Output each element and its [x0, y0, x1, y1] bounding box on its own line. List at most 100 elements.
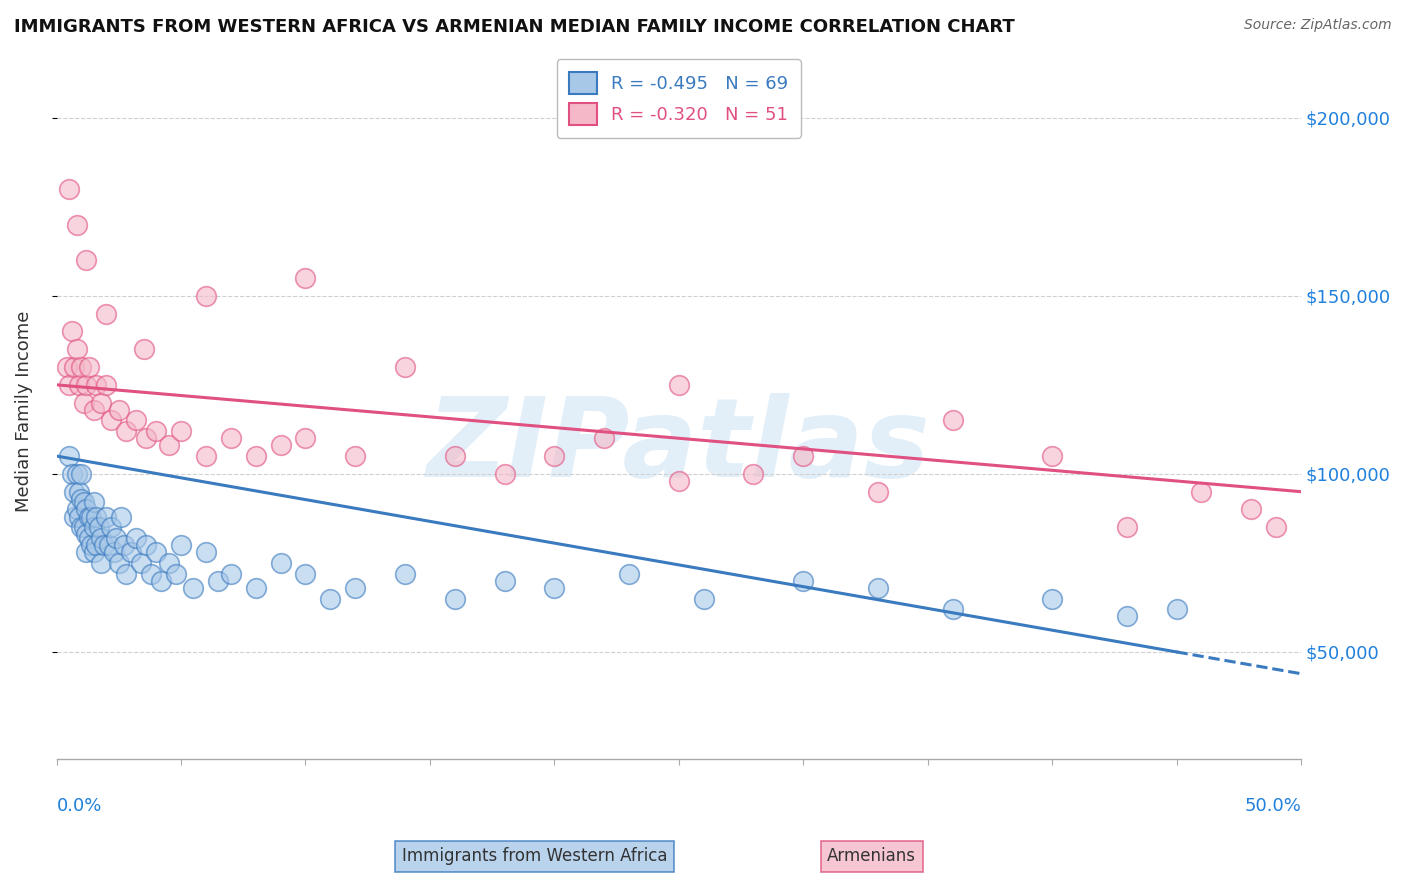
Point — [58, 377, 80, 392]
Point — [83, 402, 105, 417]
Point — [494, 574, 516, 588]
Point — [67, 484, 90, 499]
Point — [86, 509, 108, 524]
Point — [115, 424, 138, 438]
Point — [58, 182, 80, 196]
Point — [103, 545, 125, 559]
Point — [108, 556, 131, 570]
Point — [207, 574, 229, 588]
Point — [170, 538, 193, 552]
Point — [245, 581, 267, 595]
Point — [668, 377, 690, 392]
Point — [58, 449, 80, 463]
Point — [394, 566, 416, 581]
Point — [115, 566, 138, 581]
Point — [87, 520, 110, 534]
Point — [135, 431, 157, 445]
Point — [97, 538, 120, 552]
Point — [443, 449, 465, 463]
Point — [792, 449, 814, 463]
Text: ZIPatlas: ZIPatlas — [427, 392, 931, 500]
Point — [219, 566, 242, 581]
Point — [1191, 484, 1213, 499]
Point — [83, 495, 105, 509]
Point — [543, 449, 565, 463]
Point — [165, 566, 187, 581]
Point — [668, 474, 690, 488]
Point — [73, 520, 96, 534]
Point — [443, 591, 465, 606]
Point — [1265, 520, 1288, 534]
Point — [120, 545, 142, 559]
Point — [65, 218, 87, 232]
Point — [319, 591, 342, 606]
Point — [76, 527, 98, 541]
Point — [270, 438, 292, 452]
Point — [942, 602, 965, 616]
Point — [125, 413, 148, 427]
Point — [96, 307, 118, 321]
Point — [76, 377, 98, 392]
Point — [270, 556, 292, 570]
Point — [219, 431, 242, 445]
Point — [294, 566, 316, 581]
Point — [132, 343, 155, 357]
Point — [96, 509, 118, 524]
Point — [194, 289, 217, 303]
Point — [70, 467, 93, 481]
Text: Immigrants from Western Africa: Immigrants from Western Africa — [402, 847, 666, 865]
Point — [63, 509, 86, 524]
Point — [63, 359, 86, 374]
Point — [73, 495, 96, 509]
Point — [866, 484, 889, 499]
Point — [135, 538, 157, 552]
Point — [543, 581, 565, 595]
Point — [70, 491, 93, 506]
Point — [63, 484, 86, 499]
Point — [742, 467, 765, 481]
Point — [76, 253, 98, 268]
Point — [150, 574, 173, 588]
Point — [157, 438, 180, 452]
Point — [145, 545, 167, 559]
Point — [67, 377, 90, 392]
Point — [344, 449, 367, 463]
Point — [65, 502, 87, 516]
Point — [65, 343, 87, 357]
Point — [141, 566, 163, 581]
Point — [76, 545, 98, 559]
Point — [70, 359, 93, 374]
Point — [80, 538, 103, 552]
Point — [1115, 520, 1137, 534]
Point — [90, 531, 112, 545]
Point — [1040, 449, 1063, 463]
Point — [90, 556, 112, 570]
Y-axis label: Median Family Income: Median Family Income — [15, 310, 32, 512]
Point — [194, 449, 217, 463]
Point — [90, 395, 112, 409]
Point — [157, 556, 180, 570]
Point — [83, 545, 105, 559]
Point — [1240, 502, 1263, 516]
Text: IMMIGRANTS FROM WESTERN AFRICA VS ARMENIAN MEDIAN FAMILY INCOME CORRELATION CHAR: IMMIGRANTS FROM WESTERN AFRICA VS ARMENI… — [14, 18, 1015, 36]
Point — [1115, 609, 1137, 624]
Text: 50.0%: 50.0% — [1244, 797, 1301, 815]
Point — [125, 531, 148, 545]
Point — [76, 502, 98, 516]
Point — [70, 520, 93, 534]
Legend: R = -0.495   N = 69, R = -0.320   N = 51: R = -0.495 N = 69, R = -0.320 N = 51 — [557, 60, 801, 137]
Point — [170, 424, 193, 438]
Point — [60, 467, 83, 481]
Point — [294, 271, 316, 285]
Point — [194, 545, 217, 559]
Text: 0.0%: 0.0% — [56, 797, 103, 815]
Text: Source: ZipAtlas.com: Source: ZipAtlas.com — [1244, 18, 1392, 32]
Point — [866, 581, 889, 595]
Point — [112, 538, 135, 552]
Point — [494, 467, 516, 481]
Point — [73, 395, 96, 409]
Point — [294, 431, 316, 445]
Point — [129, 556, 152, 570]
Point — [77, 359, 100, 374]
Point — [110, 509, 132, 524]
